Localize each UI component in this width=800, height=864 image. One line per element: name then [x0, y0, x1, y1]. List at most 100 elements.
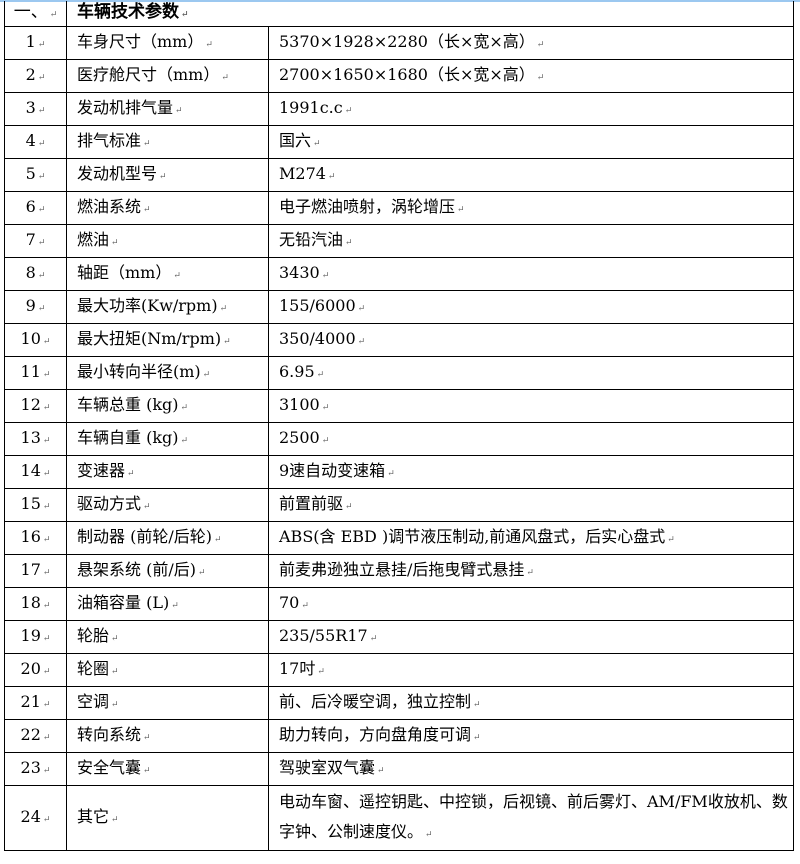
table-row: 13车辆自重 (kg)2500: [4, 422, 795, 456]
spec-name: 车身尺寸（mm）: [66, 26, 269, 60]
row-number: 20: [4, 653, 67, 687]
section-number: 一、: [4, 1, 67, 27]
section-header-row: 一、 车辆技术参数: [4, 1, 795, 27]
spec-value: M274: [267, 158, 795, 192]
table-row: 16制动器 (前轮/后轮)ABS(含 EBD )调节液压制动,前通风盘式，后实心…: [4, 521, 795, 555]
table-row: 6燃油系统电子燃油喷射，涡轮增压: [4, 191, 795, 225]
table-row: 23安全气囊驾驶室双气囊: [4, 752, 795, 786]
table-row: 12车辆总重 (kg)3100: [4, 389, 795, 423]
row-number: 18: [4, 587, 67, 621]
spec-value: 驾驶室双气囊: [267, 752, 795, 786]
spec-value: 助力转向，方向盘角度可调: [267, 719, 795, 753]
spec-name: 排气标准: [66, 125, 269, 159]
spec-value: 5370×1928×2280（长×宽×高）: [267, 26, 795, 60]
table-row: 2医疗舱尺寸（mm）2700×1650×1680（长×宽×高）: [4, 59, 795, 93]
spec-value: 70: [267, 587, 795, 621]
spec-name: 轴距（mm）: [66, 257, 269, 291]
table-row: 5发动机型号M274: [4, 158, 795, 192]
spec-value: 电子燃油喷射，涡轮增压: [267, 191, 795, 225]
spec-name: 最大功率(Kw/rpm): [66, 290, 269, 324]
spec-value: 1991c.c: [267, 92, 795, 126]
table-row: 3发动机排气量1991c.c: [4, 92, 795, 126]
spec-name: 变速器: [66, 455, 269, 489]
table-row: 7燃油无铅汽油: [4, 224, 795, 258]
table-row: 15驱动方式前置前驱: [4, 488, 795, 522]
row-number: 1: [4, 26, 67, 60]
spec-name: 燃油系统: [66, 191, 269, 225]
spec-name: 驱动方式: [66, 488, 269, 522]
spec-value: 6.95: [267, 356, 795, 390]
spec-value: 3430: [267, 257, 795, 291]
spec-name: 最大扭矩(Nm/rpm): [66, 323, 269, 357]
spec-value: 前置前驱: [267, 488, 795, 522]
spec-name: 安全气囊: [66, 752, 269, 786]
section-title: 车辆技术参数: [65, 1, 795, 27]
spec-value: 国六: [267, 125, 795, 159]
table-row: 22转向系统助力转向，方向盘角度可调: [4, 719, 795, 753]
table-row: 9最大功率(Kw/rpm)155/6000: [4, 290, 795, 324]
row-number: 12: [4, 389, 67, 423]
spec-name: 其它: [66, 785, 269, 851]
row-number: 5: [4, 158, 67, 192]
spec-value: ABS(含 EBD )调节液压制动,前通风盘式，后实心盘式: [267, 521, 795, 555]
spec-name: 燃油: [66, 224, 269, 258]
spec-value: 155/6000: [267, 290, 795, 324]
spec-name: 轮圈: [66, 653, 269, 687]
row-number: 14: [4, 455, 67, 489]
spec-name: 车辆自重 (kg): [66, 422, 269, 456]
table-row: 19轮胎235/55R17: [4, 620, 795, 654]
table-row: 17悬架系统 (前/后)前麦弗逊独立悬挂/后拖曳臂式悬挂: [4, 554, 795, 588]
spec-name: 车辆总重 (kg): [66, 389, 269, 423]
spec-value: 9速自动变速箱: [267, 455, 795, 489]
row-number: 2: [4, 59, 67, 93]
table-row: 8轴距（mm）3430: [4, 257, 795, 291]
row-number: 21: [4, 686, 67, 720]
spec-name: 发动机排气量: [66, 92, 269, 126]
spec-name: 转向系统: [66, 719, 269, 753]
row-number: 24: [4, 785, 67, 851]
table-row: 10最大扭矩(Nm/rpm)350/4000: [4, 323, 795, 357]
row-number: 4: [4, 125, 67, 159]
spec-name: 轮胎: [66, 620, 269, 654]
table-row: 24其它电动车窗、遥控钥匙、中控锁，后视镜、前后雾灯、AM/FM收放机、数字钟、…: [4, 785, 795, 851]
spec-name: 悬架系统 (前/后): [66, 554, 269, 588]
row-number: 7: [4, 224, 67, 258]
spec-name: 医疗舱尺寸（mm）: [66, 59, 269, 93]
spec-value: 350/4000: [267, 323, 795, 357]
row-number: 16: [4, 521, 67, 555]
spec-value: 无铅汽油: [267, 224, 795, 258]
row-number: 19: [4, 620, 67, 654]
row-number: 3: [4, 92, 67, 126]
row-number: 8: [4, 257, 67, 291]
row-number: 13: [4, 422, 67, 456]
row-number: 11: [4, 356, 67, 390]
row-number: 17: [4, 554, 67, 588]
row-number: 22: [4, 719, 67, 753]
table-row: 21空调前、后冷暖空调，独立控制: [4, 686, 795, 720]
spec-value: 前麦弗逊独立悬挂/后拖曳臂式悬挂: [267, 554, 795, 588]
spec-value: 前、后冷暖空调，独立控制: [267, 686, 795, 720]
spec-name: 油箱容量 (L): [66, 587, 269, 621]
row-number: 10: [4, 323, 67, 357]
spec-value: 2500: [267, 422, 795, 456]
row-number: 6: [4, 191, 67, 225]
spec-value: 235/55R17: [267, 620, 795, 654]
spec-name: 发动机型号: [66, 158, 269, 192]
spec-name: 最小转向半径(m): [66, 356, 269, 390]
spec-name: 制动器 (前轮/后轮): [66, 521, 269, 555]
spec-value: 3100: [267, 389, 795, 423]
table-row: 18油箱容量 (L)70: [4, 587, 795, 621]
table-row: 11最小转向半径(m)6.95: [4, 356, 795, 390]
row-number: 23: [4, 752, 67, 786]
row-number: 15: [4, 488, 67, 522]
spec-value: 电动车窗、遥控钥匙、中控锁，后视镜、前后雾灯、AM/FM收放机、数字钟、公制速度…: [267, 785, 795, 851]
table-row: 20轮圈17吋: [4, 653, 795, 687]
spec-value: 2700×1650×1680（长×宽×高）: [267, 59, 795, 93]
table-row: 4排气标准国六: [4, 125, 795, 159]
spec-value: 17吋: [267, 653, 795, 687]
row-number: 9: [4, 290, 67, 324]
table-row: 14变速器9速自动变速箱: [4, 455, 795, 489]
spec-name: 空调: [66, 686, 269, 720]
table-row: 1车身尺寸（mm）5370×1928×2280（长×宽×高）: [4, 26, 795, 60]
vehicle-spec-table: 一、 车辆技术参数 1车身尺寸（mm）5370×1928×2280（长×宽×高）…: [4, 1, 795, 851]
